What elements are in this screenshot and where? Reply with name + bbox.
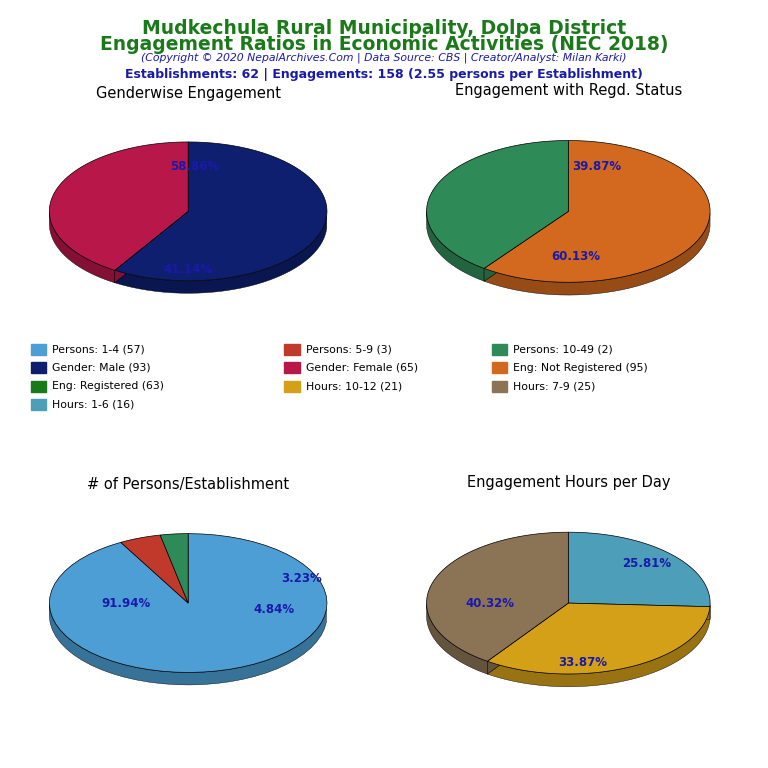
Polygon shape xyxy=(49,212,114,283)
Polygon shape xyxy=(488,603,568,674)
Text: Hours: 1-6 (16): Hours: 1-6 (16) xyxy=(52,399,134,410)
Text: (Copyright © 2020 NepalArchives.Com | Data Source: CBS | Creator/Analyst: Milan : (Copyright © 2020 NepalArchives.Com | Da… xyxy=(141,52,627,63)
Polygon shape xyxy=(114,216,326,293)
Polygon shape xyxy=(114,211,188,283)
Polygon shape xyxy=(488,603,710,674)
Text: Engagement Ratios in Economic Activities (NEC 2018): Engagement Ratios in Economic Activities… xyxy=(100,35,668,54)
Polygon shape xyxy=(426,211,484,281)
Text: 60.13%: 60.13% xyxy=(551,250,600,263)
Polygon shape xyxy=(426,604,488,674)
Text: Eng: Not Registered (95): Eng: Not Registered (95) xyxy=(513,362,647,373)
Polygon shape xyxy=(484,211,568,281)
Polygon shape xyxy=(161,534,188,603)
Text: Establishments: 62 | Engagements: 158 (2.55 persons per Establishment): Establishments: 62 | Engagements: 158 (2… xyxy=(125,68,643,81)
Text: Eng: Registered (63): Eng: Registered (63) xyxy=(52,381,164,392)
Polygon shape xyxy=(49,142,188,270)
Text: 4.84%: 4.84% xyxy=(253,604,295,617)
Polygon shape xyxy=(488,607,710,687)
Text: Gender: Female (65): Gender: Female (65) xyxy=(306,362,418,373)
Text: 3.23%: 3.23% xyxy=(282,571,323,584)
Polygon shape xyxy=(114,142,327,281)
Text: 25.81%: 25.81% xyxy=(622,557,671,570)
Polygon shape xyxy=(426,532,568,661)
Text: 91.94%: 91.94% xyxy=(101,597,151,610)
Title: Engagement with Regd. Status: Engagement with Regd. Status xyxy=(455,83,682,98)
Polygon shape xyxy=(568,603,710,620)
Text: Gender: Male (93): Gender: Male (93) xyxy=(52,362,151,373)
Polygon shape xyxy=(484,211,568,281)
Title: # of Persons/Establishment: # of Persons/Establishment xyxy=(87,477,290,492)
Polygon shape xyxy=(114,211,188,283)
Polygon shape xyxy=(484,214,710,295)
Polygon shape xyxy=(49,604,326,685)
Text: Persons: 5-9 (3): Persons: 5-9 (3) xyxy=(306,344,392,355)
Text: 41.14%: 41.14% xyxy=(164,263,213,276)
Text: Hours: 7-9 (25): Hours: 7-9 (25) xyxy=(513,381,595,392)
Polygon shape xyxy=(488,603,568,674)
Polygon shape xyxy=(426,141,568,269)
Title: Engagement Hours per Day: Engagement Hours per Day xyxy=(467,475,670,490)
Text: Hours: 10-12 (21): Hours: 10-12 (21) xyxy=(306,381,402,392)
Text: Mudkechula Rural Municipality, Dolpa District: Mudkechula Rural Municipality, Dolpa Dis… xyxy=(142,19,626,38)
Polygon shape xyxy=(121,535,188,603)
Polygon shape xyxy=(568,603,710,620)
Text: 39.87%: 39.87% xyxy=(572,160,621,173)
Text: 58.86%: 58.86% xyxy=(170,161,220,174)
Polygon shape xyxy=(568,532,710,607)
Text: 33.87%: 33.87% xyxy=(558,656,607,669)
Text: Persons: 1-4 (57): Persons: 1-4 (57) xyxy=(52,344,145,355)
Text: 40.32%: 40.32% xyxy=(466,597,515,610)
Polygon shape xyxy=(49,534,327,673)
Text: Persons: 10-49 (2): Persons: 10-49 (2) xyxy=(513,344,613,355)
Title: Genderwise Engagement: Genderwise Engagement xyxy=(96,85,280,101)
Polygon shape xyxy=(484,141,710,283)
